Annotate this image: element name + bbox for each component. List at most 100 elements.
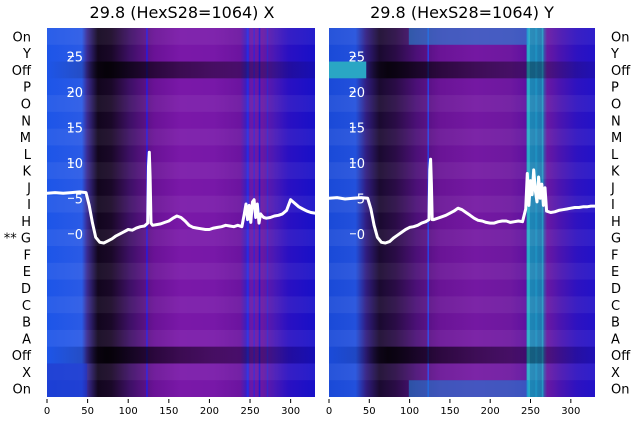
row-label: L — [24, 148, 32, 163]
heatmap-row — [47, 329, 315, 347]
heatmap-row — [329, 229, 595, 247]
row-label: Off — [12, 64, 32, 79]
row-label: Y — [610, 47, 619, 62]
heatmap-row — [329, 262, 595, 280]
panel-y-heatmap — [329, 28, 595, 397]
heatmap-row — [47, 262, 315, 280]
row-label: E — [611, 265, 619, 280]
row-label: X — [22, 366, 31, 381]
row-label: K — [22, 165, 31, 180]
y-tick-label: 5 — [75, 192, 83, 207]
row-label: F — [24, 248, 31, 263]
row-label: B — [22, 316, 31, 331]
row-label: O — [611, 97, 621, 112]
heatmap-row — [47, 95, 315, 112]
heatmap-row-off — [329, 61, 595, 79]
row-label: N — [21, 114, 31, 129]
heatmap-row — [329, 329, 595, 347]
x-tick-label: 100 — [119, 406, 138, 417]
heatmap-row — [329, 213, 595, 230]
heatmap-stripe — [535, 28, 538, 397]
y-tick-label: 25 — [348, 50, 365, 65]
heatmap-row-off — [47, 61, 315, 79]
heatmap-row — [329, 45, 595, 62]
x-tick-label: 50 — [81, 406, 94, 417]
heatmap-row — [47, 28, 315, 45]
panel-x-title: 29.8 (HexS28=1064) X — [90, 3, 275, 22]
row-label: E — [23, 265, 31, 280]
row-label: J — [26, 181, 31, 196]
row-label: G — [611, 232, 621, 247]
heatmap-row — [47, 162, 315, 179]
heatmap-cell-highlight — [47, 363, 88, 397]
panel-y-trace — [329, 157, 595, 245]
panel-x-y-ticks: 0 5 10 15 20 25 — [66, 50, 83, 242]
heatmap-row — [47, 229, 315, 247]
panel-x-trace — [47, 150, 315, 245]
row-label: H — [21, 215, 31, 230]
x-tick-label: 250 — [521, 406, 540, 417]
panel-y: 29.8 (HexS28=1064) Y On Y Off PONMLKJIHGFED… — [326, 3, 631, 417]
heatmap-row — [329, 313, 595, 330]
panel-x-heatmap — [47, 28, 315, 397]
heatmap-row — [47, 78, 315, 95]
row-label: On — [13, 30, 31, 45]
x-tick-label: 150 — [159, 406, 178, 417]
y-tick-label: 5 — [357, 192, 365, 207]
y-tick-label: 15 — [66, 121, 83, 136]
heatmap-row — [329, 296, 595, 314]
heatmap-row — [47, 145, 315, 162]
row-label: A — [611, 332, 620, 347]
x-tick-label: 50 — [363, 406, 376, 417]
x-tick-label: 0 — [44, 406, 50, 417]
row-label: C — [611, 299, 620, 314]
x-tick-label: 0 — [326, 406, 332, 417]
row-label: N — [611, 114, 621, 129]
panel-y-x-ticks: 0 50 100 150 200 250 300 — [326, 399, 580, 417]
heatmap-row — [47, 363, 315, 381]
heatmap-row — [329, 145, 595, 162]
heatmap-row — [329, 162, 595, 179]
heatmap-cell-highlight — [329, 61, 367, 79]
row-label: Off — [12, 349, 32, 364]
panel-y-title: 29.8 (HexS28=1064) Y — [370, 3, 554, 22]
x-tick-label: 200 — [481, 406, 500, 417]
heatmap-row — [47, 313, 315, 330]
row-label: M — [20, 131, 31, 146]
row-label: J — [610, 181, 615, 196]
heatmap-cell-highlight — [408, 380, 529, 397]
y-tick-label: 10 — [66, 157, 83, 172]
y-tick-label: 15 — [348, 121, 365, 136]
panel-x-x-ticks: 0 50 100 150 200 250 300 — [44, 399, 300, 417]
heatmap-row-off — [47, 346, 315, 364]
row-label: H — [611, 215, 621, 230]
row-label: K — [611, 165, 620, 180]
row-label: Off — [611, 64, 631, 79]
heatmap-row — [47, 280, 315, 297]
row-label: D — [21, 282, 31, 297]
heatmap-row — [329, 246, 595, 263]
heatmap-row — [47, 112, 315, 129]
x-tick-label: 250 — [240, 406, 259, 417]
row-label: On — [611, 30, 629, 45]
row-label: B — [611, 316, 620, 331]
x-tick-label: 300 — [281, 406, 300, 417]
row-label: I — [27, 198, 31, 213]
y-tick-label: 0 — [357, 228, 365, 243]
heatmap-row — [47, 296, 315, 314]
trace-line — [47, 150, 315, 245]
row-label: X — [611, 366, 620, 381]
heatmap-row — [329, 280, 595, 297]
heatmap-row — [329, 78, 595, 95]
y-tick-label: 20 — [66, 86, 83, 101]
heatmap-row — [329, 95, 595, 112]
row-label: P — [611, 81, 619, 96]
heatmap-stripe — [266, 28, 269, 397]
x-tick-label: 150 — [440, 406, 459, 417]
row-label: On — [611, 383, 629, 398]
heatmap-stripe — [541, 28, 544, 397]
x-tick-label: 200 — [200, 406, 219, 417]
